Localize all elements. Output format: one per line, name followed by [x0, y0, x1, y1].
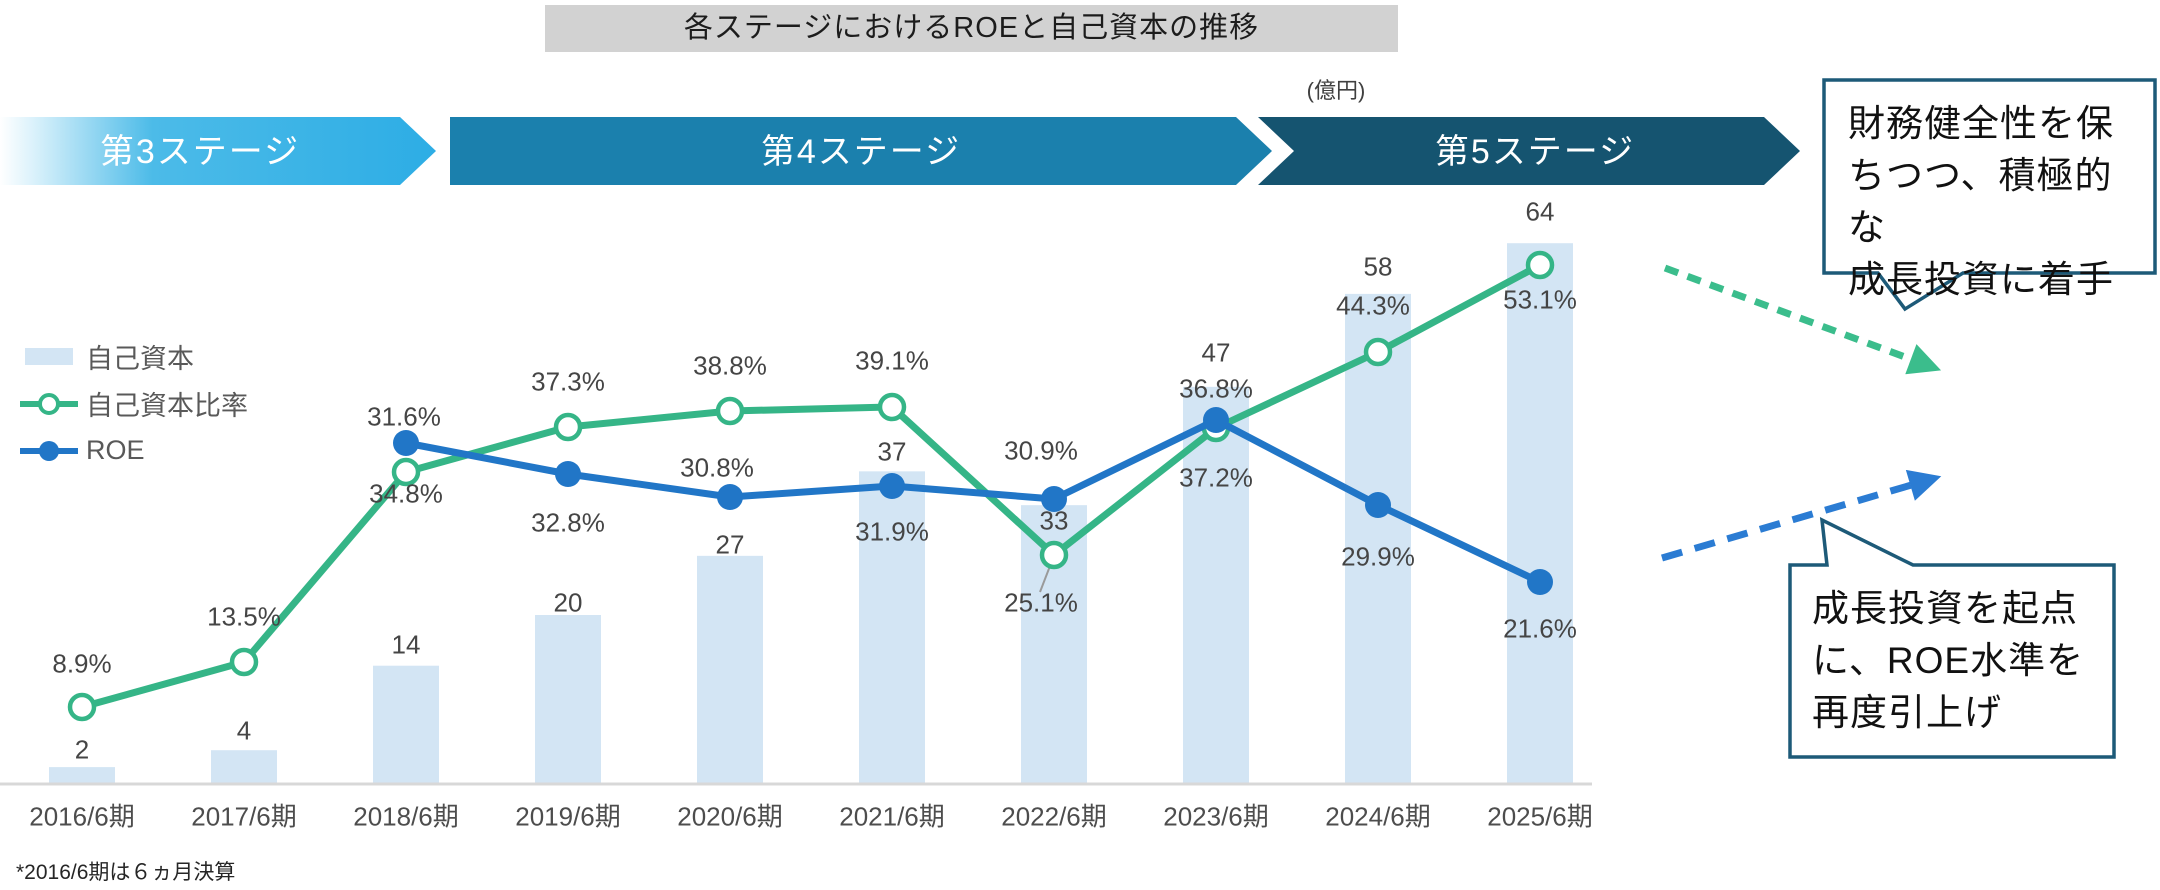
equity-ratio-point: [229, 647, 259, 677]
legend-equity-ratio-label: 自己資本比率: [86, 391, 248, 421]
equity-ratio-point: [67, 692, 97, 722]
stage5-arrow: [1258, 117, 1800, 185]
equity-ratio-point: [553, 412, 583, 442]
equity-bar: [1507, 243, 1573, 784]
equity-ratio-point: [1525, 250, 1555, 280]
page-title: 各ステージにおけるROEと自己資本の推移: [545, 5, 1398, 52]
equity-bar: [211, 750, 277, 784]
callout-bottom-text: 成長投資を起点 に、ROE水準を 再度引上げ: [1812, 588, 2085, 733]
legend-item-roe: ROE: [20, 427, 320, 474]
legend-equity-label: 自己資本: [86, 344, 194, 374]
equity-bar: [697, 555, 763, 784]
stage4-arrow: [450, 117, 1272, 185]
stage5-label: 第5ステージ: [1435, 133, 1635, 171]
roe-point: [393, 430, 419, 456]
roe-point: [717, 484, 743, 510]
stage3-arrow: [0, 117, 436, 185]
equity-bar-swatch: [25, 348, 73, 365]
label-leader-line: [1039, 565, 1051, 593]
equity-ratio-point: [1039, 540, 1069, 570]
callout-bottom-bubble: [1788, 517, 2116, 759]
equity-bar: [1345, 293, 1411, 784]
roe-point: [1041, 486, 1067, 512]
legend: 自己資本 自己資本比率 ROE: [20, 333, 320, 474]
roe-line: [405, 416, 1542, 586]
roe-point: [1365, 492, 1391, 518]
roe-point: [879, 473, 905, 499]
roe-line-swatch: [20, 440, 78, 461]
equity-ratio-line: [81, 261, 1542, 711]
roe-point: [1203, 407, 1229, 433]
equity-bar: [373, 665, 439, 784]
equity-bar: [1183, 386, 1249, 784]
roe-trend-arrow: [1661, 469, 1942, 562]
equity-ratio-point: [391, 457, 421, 487]
equity-ratio-point: [1363, 337, 1393, 367]
stage4-label: 第4ステージ: [761, 133, 961, 171]
equity-ratio-point: [877, 392, 907, 422]
legend-roe-label: ROE: [86, 435, 145, 465]
unit-label: (億円): [1306, 78, 1366, 103]
equity-bar: [535, 615, 601, 784]
legend-item-equity: 自己資本: [20, 333, 320, 380]
callout-top-bubble: [1822, 78, 2157, 312]
roe-point: [555, 461, 581, 487]
footnote: *2016/6期は６ヵ月決算: [16, 861, 236, 884]
stage3-label: 第3ステージ: [100, 133, 300, 171]
roe-point: [1527, 569, 1553, 595]
equity-bar: [49, 767, 115, 784]
equity-bar: [859, 471, 925, 784]
equity-ratio-point: [715, 396, 745, 426]
legend-item-equity-ratio: 自己資本比率: [20, 380, 320, 427]
callout-top-text: 財務健全性を保 ちつつ、積極的な 成長投資に着手: [1848, 103, 2114, 300]
equity-ratio-line-swatch: [20, 392, 78, 415]
